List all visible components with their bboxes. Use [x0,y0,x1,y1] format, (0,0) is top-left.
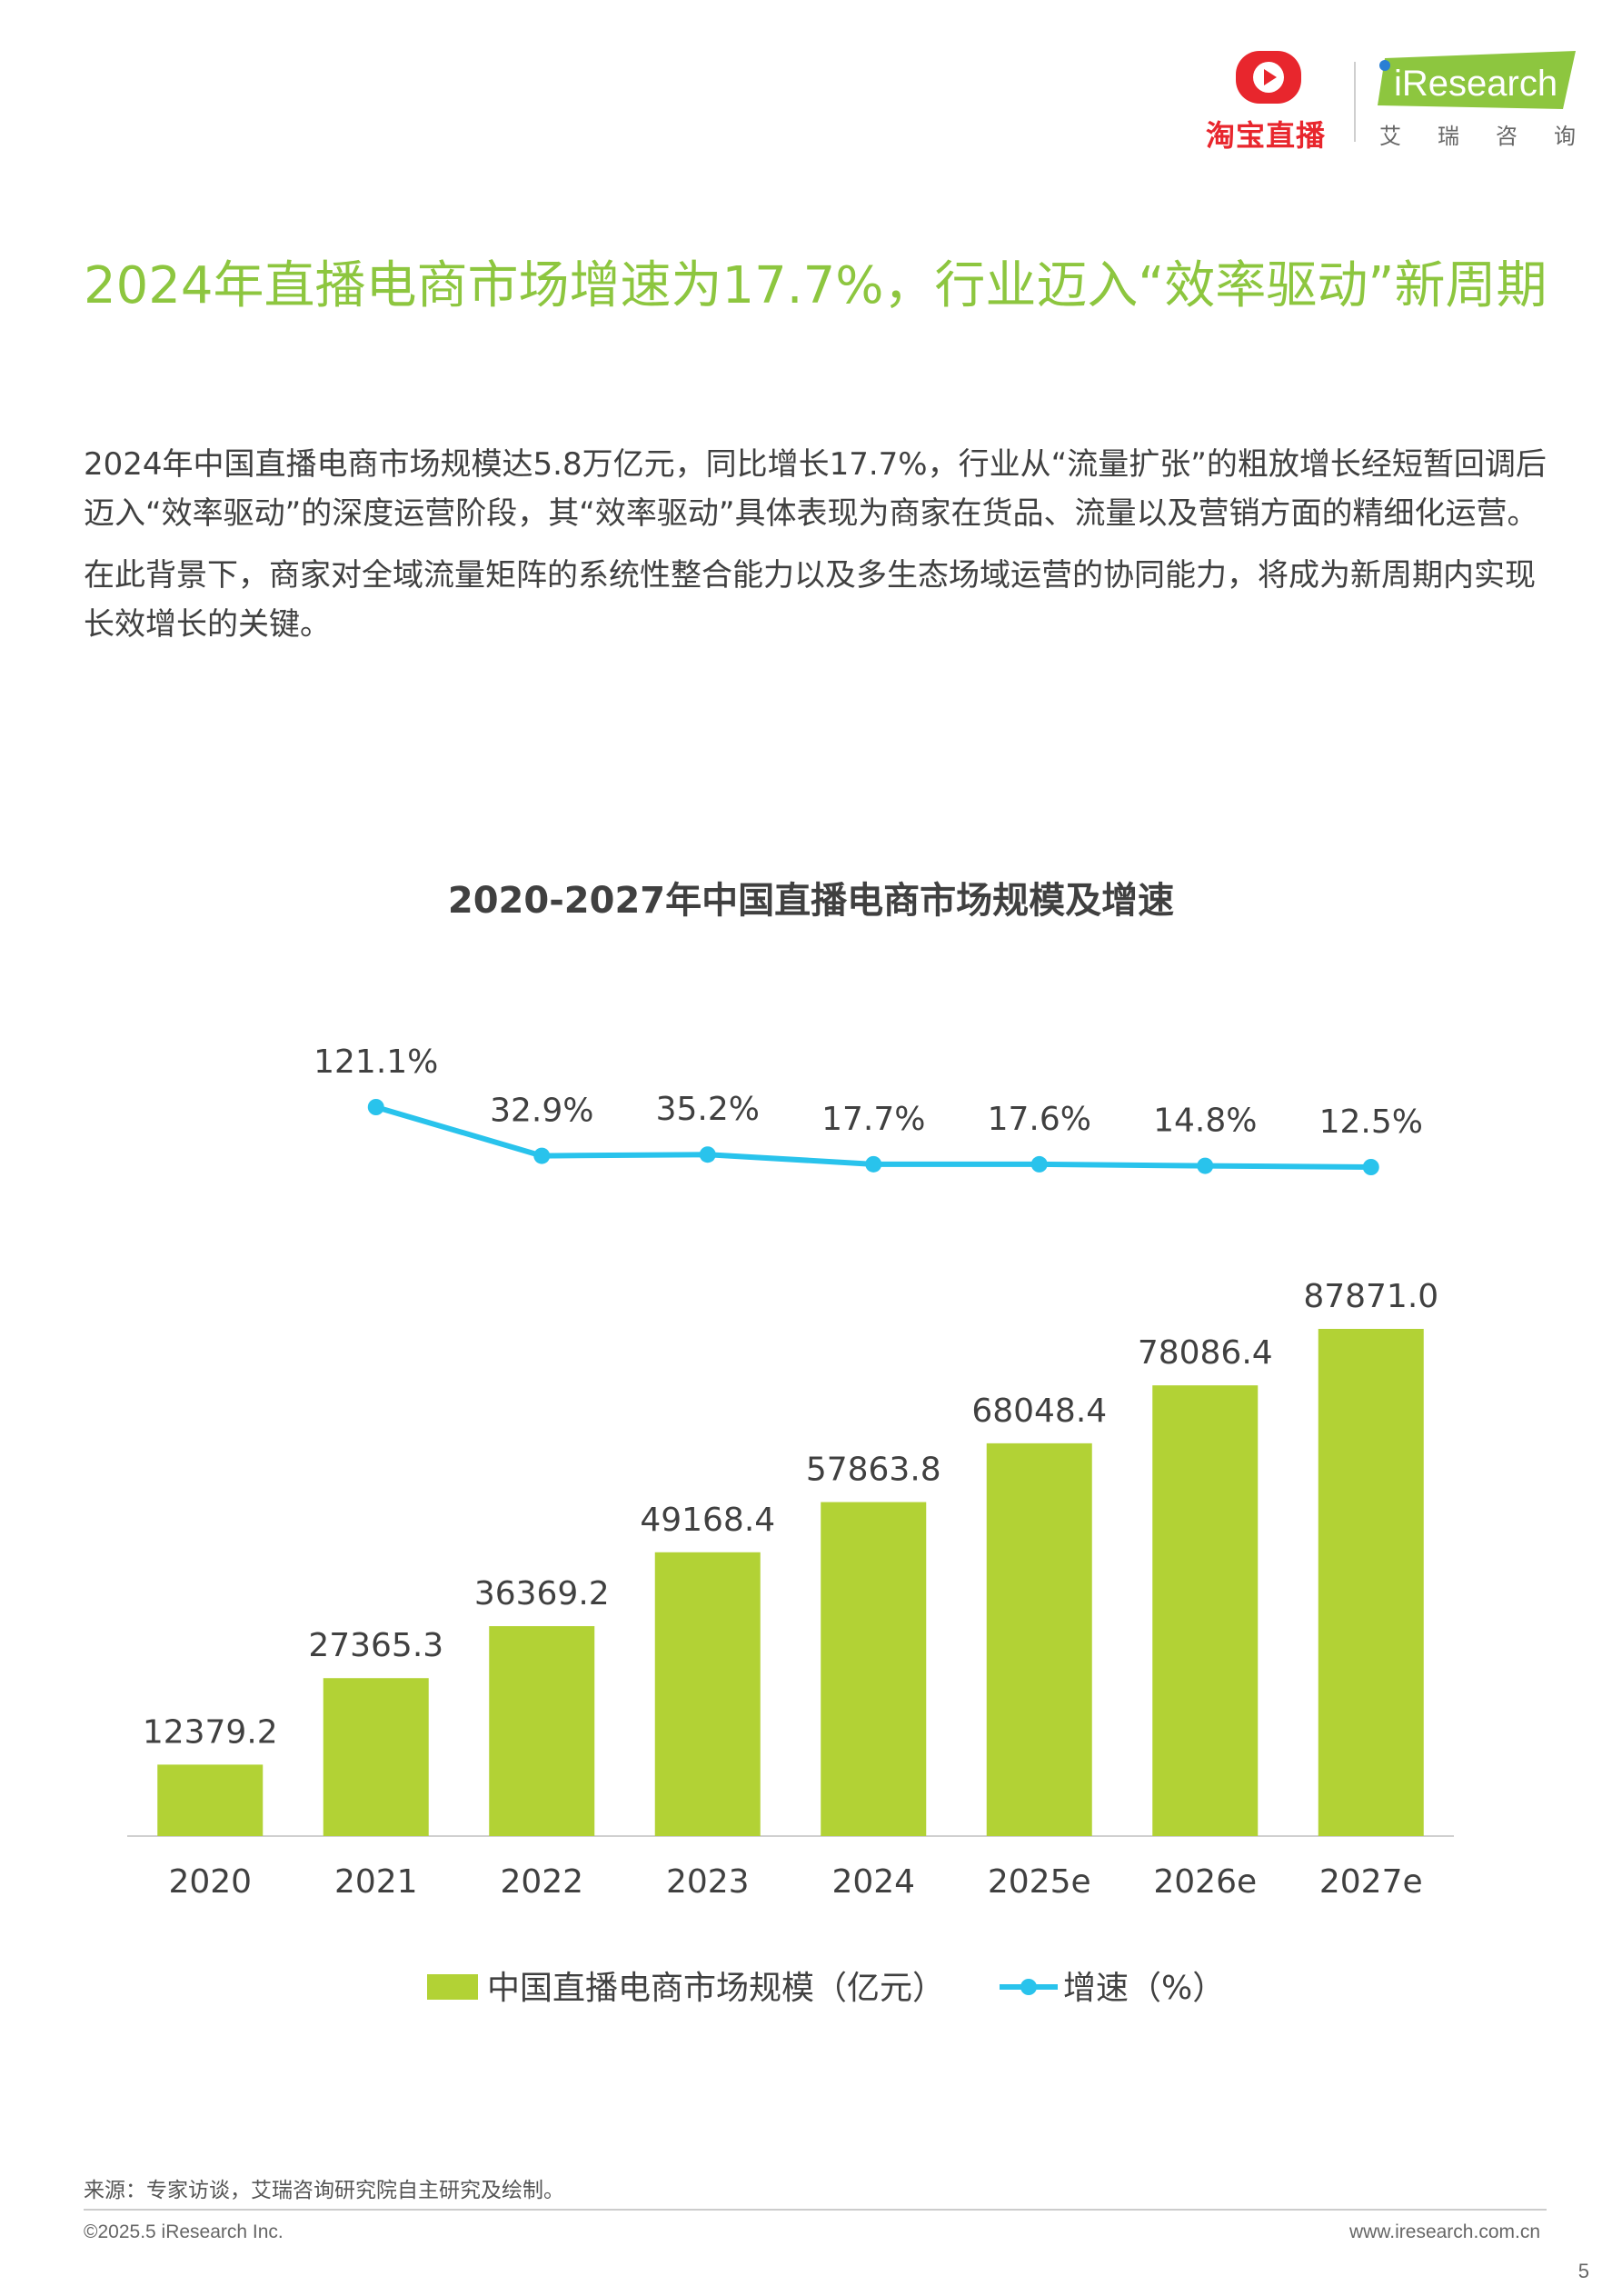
growth-value-label: 35.2% [656,1091,760,1128]
growth-point [533,1147,551,1164]
growth-value-label: 12.5% [1319,1103,1423,1141]
source-note: 来源：专家访谈，艾瑞咨询研究院自主研究及绘制。 [84,2179,564,2202]
growth-point [865,1155,882,1173]
x-tick-label: 2024 [831,1863,915,1901]
market-size-chart: 12379.2 2020 27365.3 2021 36369.2 2022 49168.4… [127,1043,1454,2007]
growth-point [1030,1155,1048,1173]
bar [1318,1329,1424,1836]
growth-value-label: 32.9% [490,1093,593,1130]
growth-value-label: 17.6% [988,1101,1091,1138]
page-number: 5 [1577,2260,1589,2282]
iresearch-cn-name: 艾 瑞 咨 询 [1372,118,1581,150]
bar-value-label: 87871.0 [1303,1278,1438,1315]
growth-value-label: 17.7% [821,1101,925,1138]
bar [821,1502,927,1836]
page-title: 2024年直播电商市场增速为17.7%，行业迈入“效率驱动”新周期 [84,256,1547,315]
taobao-live-logo-text: 淘宝直播 [1205,118,1326,153]
body-paragraph: 在此背景下，商家对全域流量矩阵的系统性整合能力以及多生态场域运营的协同能力，将成… [84,557,1536,643]
growth-point [1362,1159,1379,1175]
legend-line-marker [1020,1979,1037,1995]
legend-line-label: 增速（%） [1063,1970,1225,2007]
growth-value-label: 14.8% [1153,1103,1257,1140]
body-paragraph: 2024年中国直播电商市场规模达5.8万亿元，同比增长17.7%，行业从“流量扩… [84,446,1547,532]
website-url: www.iresearch.com.cn [1348,2221,1540,2242]
legend-bar-swatch [427,1974,478,2000]
x-tick-label: 2023 [666,1863,750,1901]
bar [489,1626,595,1836]
iresearch-logo-mark: iResearch [1378,51,1576,109]
bar [323,1678,429,1836]
growth-point [699,1146,716,1163]
x-tick-label: 2022 [500,1863,583,1901]
bar-value-label: 36369.2 [474,1575,610,1612]
x-tick-label: 2027e [1319,1863,1423,1901]
bar-value-label: 57863.8 [806,1452,941,1489]
legend-bar-label: 中国直播电商市场规模（亿元） [487,1970,945,2007]
copyright: ©2025.5 iResearch Inc. [84,2221,284,2242]
bar [654,1552,761,1836]
growth-point [367,1099,384,1115]
bar-value-label: 12379.2 [143,1713,278,1751]
x-tick-label: 2021 [334,1863,418,1901]
bar [986,1442,1092,1836]
iresearch-cn-char: 咨 [1496,124,1518,149]
chart-title: 2020-2027年中国直播电商市场规模及增速 [447,880,1175,922]
iresearch-cn-char: 询 [1554,124,1576,149]
bar-value-label: 68048.4 [971,1393,1107,1430]
x-tick-label: 2025e [988,1863,1091,1901]
growth-point [1197,1157,1214,1174]
iresearch-cn-char: 瑞 [1438,124,1459,149]
iresearch-logo: iResearch 艾 瑞 咨 询 [1372,45,1581,155]
logo-divider [1354,62,1356,142]
x-tick-label: 2020 [168,1863,252,1901]
bar-value-label: 78086.4 [1138,1334,1273,1372]
growth-value-label: 121.1% [313,1043,438,1081]
bar-value-label: 27365.3 [308,1627,443,1664]
bar-value-label: 49168.4 [640,1502,775,1539]
footer-divider [84,2209,1547,2211]
bar [1152,1385,1259,1836]
body-text: 2024年中国直播电商市场规模达5.8万亿元，同比增长17.7%，行业从“流量扩… [84,440,1565,662]
taobao-live-logo: 淘宝直播 [1198,45,1334,153]
iresearch-logo-text: iResearch [1394,64,1557,104]
bar [157,1764,264,1836]
x-tick-label: 2026e [1153,1863,1257,1901]
taobao-live-play-icon [1232,45,1305,109]
iresearch-cn-char: 艾 [1379,124,1401,149]
